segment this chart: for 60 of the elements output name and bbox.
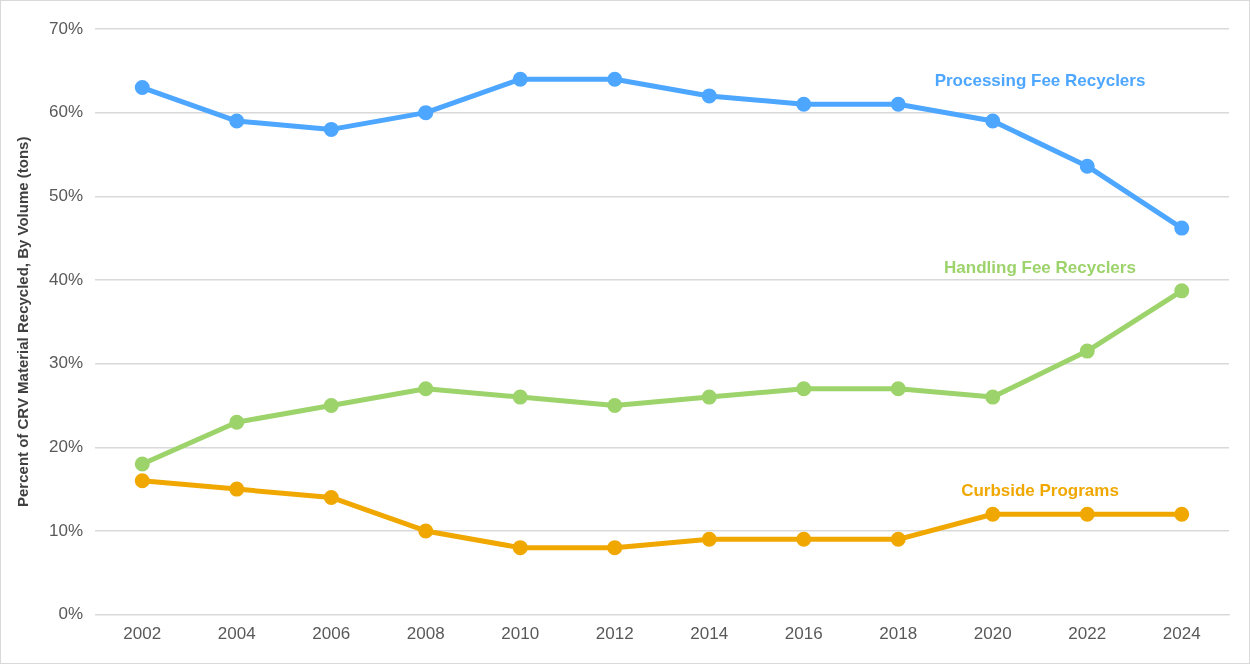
point xyxy=(985,506,1001,522)
y-tick-label: 40% xyxy=(48,269,84,289)
x-tick-label: 2018 xyxy=(879,624,918,644)
point xyxy=(796,381,812,397)
point xyxy=(607,397,623,413)
point xyxy=(512,71,528,87)
y-tick-label: 0% xyxy=(58,604,84,624)
y-tick-label: 50% xyxy=(48,186,84,205)
point xyxy=(1079,158,1095,174)
point xyxy=(796,96,812,112)
point xyxy=(512,540,528,556)
point xyxy=(701,389,717,405)
point xyxy=(512,389,528,405)
point xyxy=(229,481,245,497)
y-tick-label: 60% xyxy=(48,102,84,122)
point xyxy=(134,473,150,489)
x-tick-label: 2020 xyxy=(973,624,1012,644)
point xyxy=(229,113,245,129)
series-label: Curbside Programs xyxy=(961,481,1119,501)
point xyxy=(134,456,150,472)
x-tick-label: 2006 xyxy=(312,624,351,644)
point xyxy=(323,397,339,413)
point xyxy=(701,88,717,104)
y-tick-label: 30% xyxy=(48,353,84,373)
point xyxy=(418,105,434,121)
point xyxy=(607,540,623,556)
x-tick-label: 2008 xyxy=(406,624,445,644)
point xyxy=(890,381,906,397)
x-tick-label: 2024 xyxy=(1162,624,1201,644)
point xyxy=(229,414,245,430)
point xyxy=(796,531,812,547)
point xyxy=(890,96,906,112)
point xyxy=(1174,506,1190,522)
point xyxy=(607,71,623,87)
point xyxy=(985,389,1001,405)
x-tick-label: 2010 xyxy=(501,624,540,644)
point xyxy=(890,531,906,547)
y-axis-title: Percent of CRV Material Recycled, By Volume (tons) xyxy=(14,136,32,507)
y-tick-label: 20% xyxy=(48,436,84,456)
point xyxy=(985,113,1001,129)
text: Handling Fee Recyclers xyxy=(944,258,1136,278)
x-tick-label: 2014 xyxy=(690,624,729,644)
point xyxy=(1079,343,1095,359)
x-tick-label: 2004 xyxy=(217,624,256,644)
point xyxy=(701,531,717,547)
y-tick-label: 70% xyxy=(48,18,84,38)
x-tick-label: 2012 xyxy=(595,624,634,644)
point xyxy=(1174,220,1190,236)
x-tick-label: 2022 xyxy=(1068,624,1107,644)
point xyxy=(418,381,434,397)
point xyxy=(323,489,339,505)
point xyxy=(323,121,339,137)
point xyxy=(1174,283,1190,299)
y-tick-label: 10% xyxy=(48,520,84,540)
point xyxy=(1079,506,1095,522)
series-label: Processing Fee Recyclers xyxy=(934,71,1146,91)
point xyxy=(418,523,434,539)
x-tick-label: 2016 xyxy=(784,624,823,644)
point xyxy=(134,80,150,96)
x-tick-label: 2002 xyxy=(123,624,162,644)
